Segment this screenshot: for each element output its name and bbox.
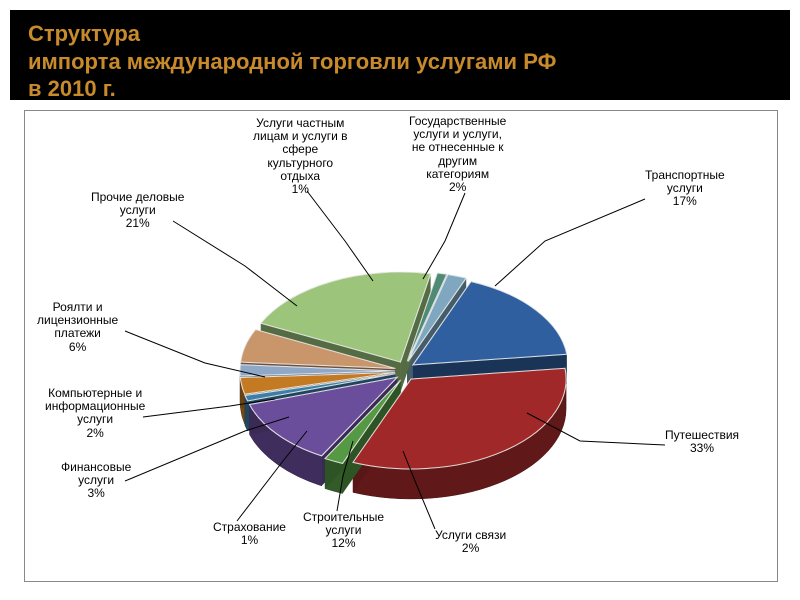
title-bar: Структура импорта международной торговли… [10, 10, 790, 100]
title-line-2: импорта международной торговли услугами … [28, 49, 556, 74]
page: Структура импорта международной торговли… [0, 0, 800, 600]
page-title: Структура импорта международной торговли… [28, 20, 772, 103]
label-construct: Строительныеуслуги12% [303, 511, 384, 551]
label-culture: Услуги частнымлицам и услуги всферекульт… [253, 117, 348, 196]
label-comm: Услуги связи2% [435, 529, 506, 555]
label-insurance: Страхование1% [213, 521, 286, 547]
label-gov: Государственныеуслуги и услуги,не отнесе… [409, 115, 506, 194]
label-business: Прочие деловыеуслуги21% [91, 191, 184, 231]
label-transport: Транспортныеуслуги17% [645, 169, 725, 209]
label-finance: Финансовыеуслуги3% [61, 461, 131, 501]
label-it: Компьютерные иинформационныеуслуги2% [45, 387, 145, 440]
leader-culture [307, 191, 373, 281]
pie-chart-frame: Транспортныеуслуги17% Путешествия33% Услуг… [24, 110, 778, 582]
leader-business [173, 221, 297, 306]
label-royalty: Роялти илицензионныеплатежи6% [37, 301, 118, 354]
leader-transport [495, 199, 645, 286]
leader-gov [423, 193, 465, 279]
title-line-1: Структура [28, 21, 140, 46]
title-line-3: в 2010 г. [28, 76, 116, 101]
label-travel: Путешествия33% [665, 429, 739, 455]
